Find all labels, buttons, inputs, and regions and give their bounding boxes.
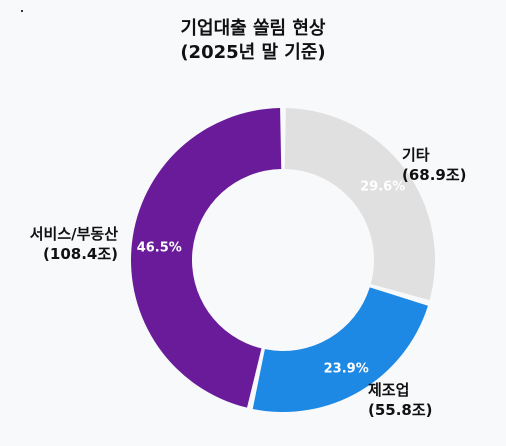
slice-service-realestate	[131, 108, 282, 408]
slice-amount-manufacturing: (55.8조)	[368, 401, 433, 419]
slice-percent-other: 29.6%	[360, 179, 405, 194]
slice-label-service-realestate: 서비스/부동산 (108.4조)	[30, 224, 118, 264]
slice-label-other: 기타 (68.9조)	[402, 145, 467, 185]
slice-amount-service-realestate: (108.4조)	[43, 245, 118, 263]
slice-percent-service-realestate: 46.5%	[137, 240, 182, 255]
corner-dot	[21, 10, 23, 12]
slice-category-manufacturing: 제조업	[368, 381, 410, 399]
slice-category-service-realestate: 서비스/부동산	[29, 225, 118, 243]
chart-subtitle: (2025년 말 기준)	[180, 42, 326, 63]
slice-category-other: 기타	[402, 146, 430, 164]
chart-title: 기업대출 쏠림 현상	[180, 18, 326, 39]
slice-other	[284, 108, 435, 301]
slice-manufacturing	[252, 287, 428, 413]
slice-label-manufacturing: 제조업 (55.8조)	[368, 380, 433, 420]
slice-percent-manufacturing: 23.9%	[324, 361, 369, 376]
slice-amount-other: (68.9조)	[402, 166, 467, 184]
